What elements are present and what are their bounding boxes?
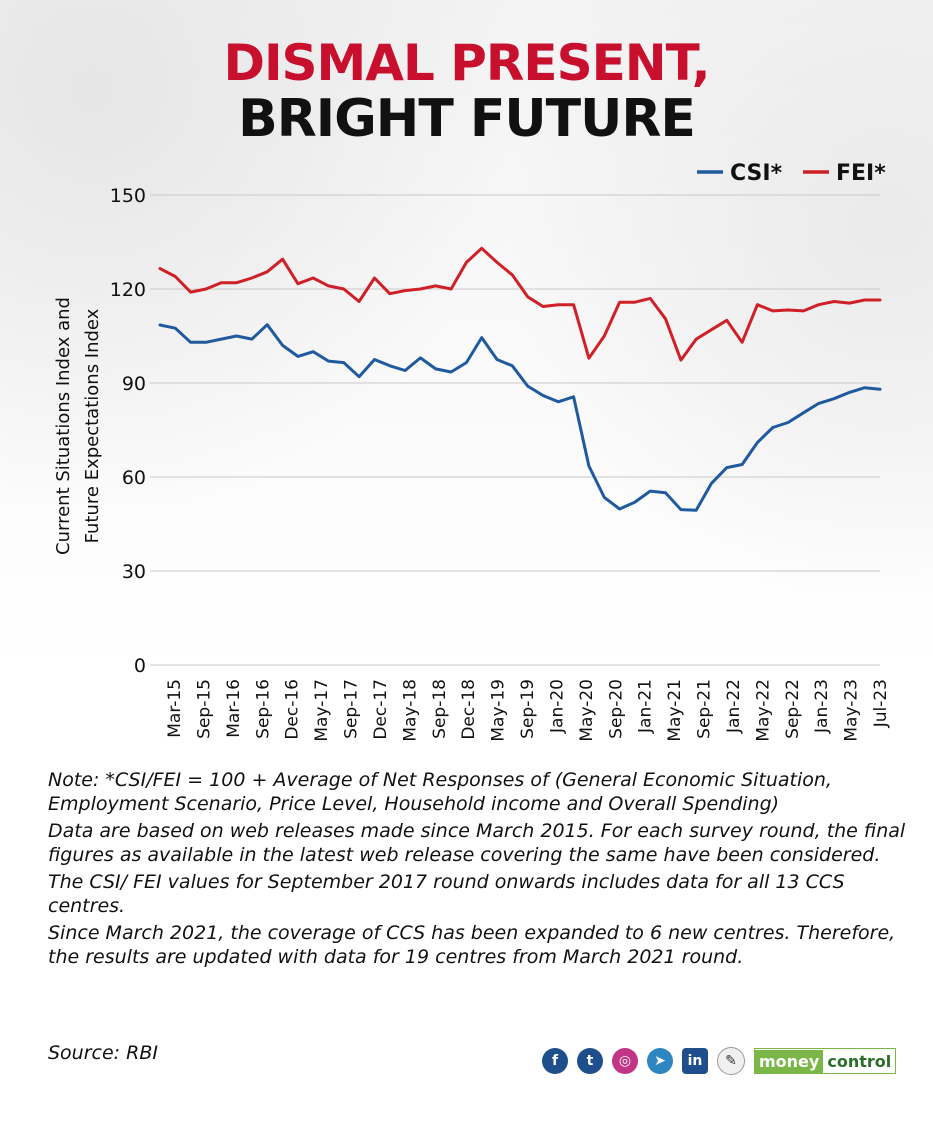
x-tick-label: Sep-20 [606,679,626,739]
instagram-icon[interactable]: ◎ [612,1048,638,1074]
x-tick-label: Jan-22 [724,679,744,734]
x-tick-label: May-17 [312,679,332,742]
x-tick-label: Dec-17 [371,679,391,740]
x-tick-label: Jan-21 [636,679,656,734]
y-tick-labels: 0 30 60 90 120 150 [110,185,146,677]
note-4: Since March 2021, the coverage of CCS ha… [48,922,896,968]
y-tick-label: 150 [110,185,146,207]
brand-part-2: control [823,1049,896,1073]
title-line-1: DISMAL PRESENT, [223,34,710,92]
x-tick-label: May-18 [400,679,420,742]
x-tick-label: Jan-20 [547,679,567,734]
y-tick-label: 120 [110,279,146,301]
legend: CSI* FEI* [697,161,886,186]
koo-icon[interactable]: ✎ [717,1047,745,1075]
series-lines [158,246,882,512]
y-tick-label: 90 [122,373,146,395]
x-tick-label: Sep-16 [253,679,273,739]
linkedin-icon[interactable]: in [682,1048,708,1074]
x-tick-labels: Mar-15 Sep-15 Mar-16 Sep-16 Dec-16 May-17 Sep-… [165,679,891,742]
x-tick-label: May-19 [489,679,509,742]
telegram-icon[interactable]: ➤ [647,1048,673,1074]
fei-line [158,246,882,362]
legend-label: CSI* [730,161,783,186]
facebook-icon[interactable]: f [542,1048,568,1074]
y-axis-label-line-1: Current Situations Index and [53,297,74,555]
x-tick-label: May-20 [577,679,597,742]
title-line-2: BRIGHT FUTURE [238,89,696,149]
y-tick-label: 60 [122,467,146,489]
y-axis-label-line-2: Future Expectations Index [82,308,103,543]
note-3: The CSI/ FEI values for September 2017 r… [48,871,845,917]
notes: Note: *CSI/FEI = 100 + Average of Net Re… [48,768,908,972]
y-tick-label: 30 [122,561,146,583]
source-text: Source: RBI [48,1042,158,1064]
note-1: Note: *CSI/FEI = 100 + Average of Net Re… [48,769,832,815]
x-tick-label: Dec-18 [459,679,479,740]
x-tick-label: Mar-16 [224,679,244,738]
x-tick-label: Sep-19 [518,679,538,739]
y-tick-label: 0 [134,655,146,677]
x-tick-label: May-23 [842,679,862,742]
x-tick-label: Mar-15 [165,679,185,738]
twitter-icon[interactable]: t [577,1048,603,1074]
x-tick-label: Sep-21 [695,679,715,739]
line-chart: 0 30 60 90 120 150 Mar-15 Sep-15 Mar-16 Sep-16 De… [53,161,891,742]
x-tick-label: Sep-22 [783,679,803,739]
brand-part-1: money [755,1049,824,1073]
x-tick-label: Jan-23 [812,679,832,734]
legend-label: FEI* [836,161,886,186]
x-tick-label: Sep-15 [194,679,214,739]
x-tick-label: Dec-16 [283,679,303,740]
x-tick-label: May-22 [753,679,773,742]
x-tick-label: Sep-17 [342,679,362,739]
x-tick-label: Jul-23 [871,679,891,728]
note-2: Data are based on web releases made sinc… [48,820,906,866]
x-tick-label: Sep-18 [430,679,450,739]
x-tick-label: May-21 [665,679,685,742]
social-bar: f t ◎ ➤ in ✎ money control [542,1047,897,1075]
moneycontrol-logo: money control [754,1048,897,1074]
grid-lines [150,194,880,666]
csi-line [158,323,882,512]
